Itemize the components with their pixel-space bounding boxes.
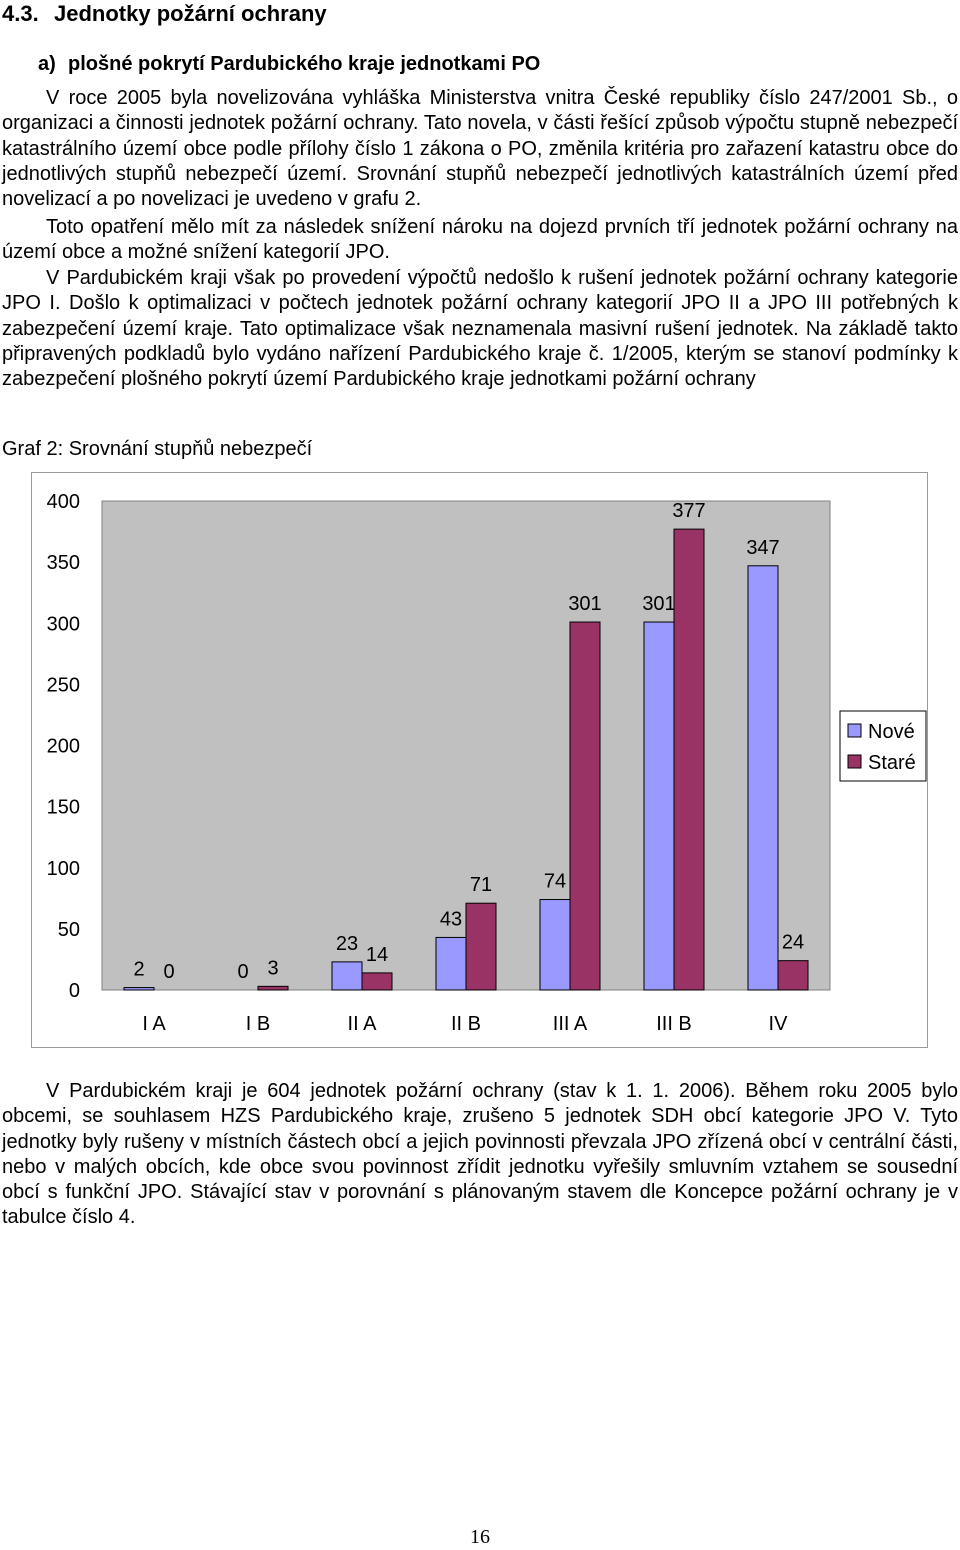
y-tick-label: 350 xyxy=(47,552,80,574)
y-tick-label: 100 xyxy=(47,858,80,880)
data-label: 74 xyxy=(544,871,566,893)
data-label: 2 xyxy=(133,959,144,981)
bar-nove xyxy=(331,961,363,991)
y-tick-label: 50 xyxy=(58,919,80,941)
legend-swatch xyxy=(847,754,862,769)
y-tick-label: 300 xyxy=(47,613,80,635)
data-label: 71 xyxy=(470,874,492,896)
paragraph-novela: V roce 2005 byla novelizována vyhláška M… xyxy=(2,87,958,211)
x-tick-label: IV xyxy=(769,1013,789,1035)
data-label: 23 xyxy=(336,933,358,955)
y-tick-label: 200 xyxy=(47,736,80,758)
paragraph-stav-jednotek: V Pardubickém kraji je 604 jednotek požá… xyxy=(2,1080,958,1229)
legend-box xyxy=(839,710,927,782)
legend-label: Staré xyxy=(868,752,916,774)
legend-swatch xyxy=(847,723,862,738)
bar-stare xyxy=(569,621,601,991)
x-tick-label: III A xyxy=(553,1013,588,1035)
x-tick-label: I A xyxy=(142,1013,166,1035)
data-label: 377 xyxy=(672,500,705,522)
bar-stare xyxy=(777,960,809,991)
data-label: 0 xyxy=(237,961,248,983)
x-tick-label: II A xyxy=(348,1013,378,1035)
y-tick-label: 250 xyxy=(47,674,80,696)
data-label: 14 xyxy=(366,944,388,966)
section-number: 4.3. xyxy=(2,1,39,26)
paragraph-optimalizace: V Pardubickém kraji však po provedení vý… xyxy=(2,267,958,391)
subsection-title: plošné pokrytí Pardubického kraje jednot… xyxy=(68,53,541,75)
bar-nove xyxy=(747,565,779,991)
subsection-label: a) xyxy=(38,53,56,75)
bar-nove xyxy=(123,987,155,991)
bar-stare xyxy=(465,902,497,991)
bar-nove xyxy=(435,936,467,991)
bar-nove xyxy=(643,621,675,991)
chart-caption: Graf 2: Srovnání stupňů nebezpečí xyxy=(2,438,313,460)
data-label: 0 xyxy=(163,961,174,983)
bar-stare xyxy=(361,972,393,991)
x-tick-label: II B xyxy=(451,1013,481,1035)
y-tick-label: 150 xyxy=(47,797,80,819)
legend-label: Nové xyxy=(868,721,915,743)
data-label: 301 xyxy=(568,593,601,615)
x-tick-label: I B xyxy=(246,1013,270,1035)
bar-nove xyxy=(539,899,571,991)
bar-stare xyxy=(673,528,705,991)
section-heading: 4.3. Jednotky požární ochrany xyxy=(2,0,327,28)
data-label: 347 xyxy=(746,537,779,559)
section-title: Jednotky požární ochrany xyxy=(54,1,327,26)
x-tick-label: III B xyxy=(656,1013,692,1035)
data-label: 3 xyxy=(267,957,278,979)
y-tick-label: 400 xyxy=(47,491,80,513)
data-label: 301 xyxy=(642,593,675,615)
y-tick-label: 0 xyxy=(69,980,80,1002)
data-label: 24 xyxy=(782,932,804,954)
page-number: 16 xyxy=(470,1526,490,1548)
paragraph-opatreni: Toto opatření mělo mít za následek sníže… xyxy=(2,216,958,264)
subsection-heading: a) plošné pokrytí Pardubického kraje jedn… xyxy=(38,52,540,76)
bar-stare xyxy=(257,985,289,991)
data-label: 43 xyxy=(440,908,462,930)
